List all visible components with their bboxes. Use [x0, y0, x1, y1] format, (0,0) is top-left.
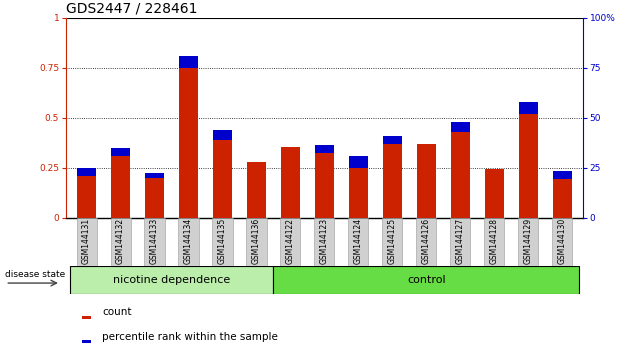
Text: GSM144123: GSM144123	[320, 218, 329, 264]
Bar	[383, 144, 402, 218]
Text: GSM144130: GSM144130	[558, 217, 567, 264]
Text: GSM144129: GSM144129	[524, 218, 533, 264]
Bar	[519, 114, 538, 218]
Bar	[178, 218, 198, 266]
Bar	[111, 148, 130, 156]
Bar	[485, 169, 504, 218]
Bar	[383, 136, 402, 144]
Bar	[553, 171, 571, 179]
Text: GSM144126: GSM144126	[422, 218, 431, 264]
Bar	[349, 156, 368, 168]
Bar	[213, 130, 232, 140]
Bar	[76, 218, 96, 266]
Bar	[77, 176, 96, 218]
Bar	[519, 102, 538, 114]
Text: GSM144136: GSM144136	[252, 217, 261, 264]
Bar	[179, 56, 198, 68]
Bar	[451, 122, 470, 132]
Text: GDS2447 / 228461: GDS2447 / 228461	[66, 1, 198, 15]
Bar	[382, 218, 403, 266]
Bar	[314, 218, 335, 266]
Bar	[518, 218, 539, 266]
Bar	[450, 218, 471, 266]
Text: GSM144135: GSM144135	[218, 217, 227, 264]
Bar	[315, 153, 334, 218]
Bar	[417, 144, 436, 218]
Bar	[144, 218, 164, 266]
Bar	[213, 140, 232, 218]
Text: disease state: disease state	[5, 270, 66, 279]
Bar	[553, 179, 571, 218]
Text: GSM144127: GSM144127	[456, 218, 465, 264]
Bar	[315, 145, 334, 153]
Bar	[280, 218, 301, 266]
Text: GSM144128: GSM144128	[490, 218, 499, 264]
Bar	[348, 218, 369, 266]
Text: GSM144133: GSM144133	[150, 217, 159, 264]
Text: GSM144131: GSM144131	[82, 218, 91, 264]
Text: control: control	[407, 275, 445, 285]
Bar	[212, 218, 232, 266]
Text: count: count	[102, 308, 132, 318]
Bar	[82, 340, 91, 343]
Bar	[246, 218, 266, 266]
Bar	[145, 178, 164, 218]
Bar	[77, 168, 96, 176]
Bar	[179, 68, 198, 218]
Bar	[247, 162, 266, 218]
Bar	[451, 132, 470, 218]
Text: GSM144134: GSM144134	[184, 217, 193, 264]
Bar	[273, 266, 580, 294]
Text: percentile rank within the sample: percentile rank within the sample	[102, 332, 278, 342]
Bar	[69, 266, 273, 294]
Bar	[281, 147, 300, 218]
Text: GSM144124: GSM144124	[354, 218, 363, 264]
Bar	[416, 218, 437, 266]
Bar	[349, 168, 368, 218]
Bar	[110, 218, 130, 266]
Bar	[145, 173, 164, 178]
Text: nicotine dependence: nicotine dependence	[113, 275, 230, 285]
Bar	[111, 156, 130, 218]
Text: GSM144125: GSM144125	[388, 218, 397, 264]
Bar	[484, 218, 505, 266]
Bar	[82, 316, 91, 319]
Text: GSM144122: GSM144122	[286, 218, 295, 264]
Text: GSM144132: GSM144132	[116, 218, 125, 264]
Bar	[553, 218, 573, 266]
